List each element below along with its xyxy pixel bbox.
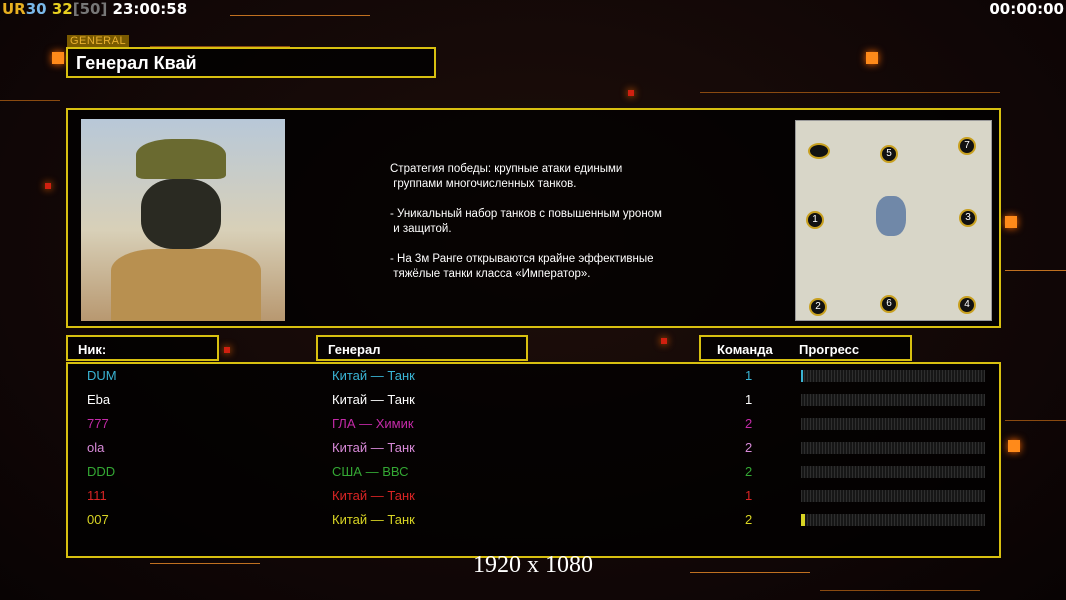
player-team: 2 bbox=[745, 464, 753, 479]
player-row[interactable]: 777 ГЛА — Химик 2 bbox=[68, 414, 999, 434]
player-general: Китай — Танк bbox=[332, 368, 415, 383]
player-list: DUM Китай — Танк 1 Eba Китай — Танк 1 77… bbox=[66, 362, 1001, 558]
game-timer: 00:00:00 bbox=[989, 0, 1064, 18]
general-info-panel: Стратегия победы: крупные атаки едиными … bbox=[66, 108, 1001, 328]
player-row[interactable]: 007 Китай — Танк 2 bbox=[68, 510, 999, 530]
player-team: 2 bbox=[745, 440, 753, 455]
player-row[interactable]: ola Китай — Танк 2 bbox=[68, 438, 999, 458]
player-team: 2 bbox=[745, 512, 753, 527]
player-progress-bar bbox=[801, 466, 985, 478]
player-team: 1 bbox=[745, 488, 753, 503]
player-progress-bar bbox=[801, 514, 985, 526]
player-row[interactable]: 111 Китай — Танк 1 bbox=[68, 486, 999, 506]
player-general: Китай — Танк bbox=[332, 512, 415, 527]
player-nick: 007 bbox=[87, 512, 109, 527]
player-general: Китай — Танк bbox=[332, 488, 415, 503]
header-general: Генерал bbox=[316, 335, 528, 361]
map-slot-4: 4 bbox=[958, 296, 976, 314]
header-progress: Прогресс bbox=[799, 342, 860, 357]
player-general: США — ВВС bbox=[332, 464, 409, 479]
map-preview[interactable]: 1 2 3 4 5 6 7 bbox=[795, 120, 992, 321]
player-nick: Eba bbox=[87, 392, 111, 407]
player-progress-bar bbox=[801, 418, 985, 430]
player-progress-bar bbox=[801, 442, 985, 454]
resource-readout: UR​ 30 32[50] 23:00:58 bbox=[2, 0, 188, 18]
player-progress-bar bbox=[801, 370, 985, 382]
general-tag: GENERAL bbox=[67, 35, 130, 47]
progress-fill bbox=[801, 370, 803, 382]
player-nick: DUM bbox=[87, 368, 117, 383]
player-nick: 777 bbox=[87, 416, 109, 431]
player-team: 1 bbox=[745, 392, 753, 407]
player-nick: ola bbox=[87, 440, 105, 455]
progress-fill bbox=[801, 514, 805, 526]
general-name: Генерал Квай bbox=[66, 47, 436, 78]
map-slot-3: 3 bbox=[959, 209, 977, 227]
header-team-progress: Команда Прогресс bbox=[699, 335, 912, 361]
resolution-label: 1920 x 1080 bbox=[473, 552, 593, 578]
general-portrait bbox=[81, 119, 285, 321]
player-row[interactable]: Eba Китай — Танк 1 bbox=[68, 390, 999, 410]
player-general: ГЛА — Химик bbox=[332, 416, 414, 431]
player-progress-bar bbox=[801, 490, 985, 502]
player-nick: DDD bbox=[87, 464, 116, 479]
player-team: 1 bbox=[745, 368, 753, 383]
header-team: Команда bbox=[717, 342, 773, 357]
map-slot-5: 5 bbox=[880, 145, 898, 163]
player-general: Китай — Танк bbox=[332, 440, 415, 455]
header-nick: Ник: bbox=[66, 335, 219, 361]
map-slot-2: 2 bbox=[809, 298, 827, 316]
player-row[interactable]: DUM Китай — Танк 1 bbox=[68, 366, 999, 386]
map-slot-1: 1 bbox=[806, 211, 824, 229]
map-slot-6: 6 bbox=[880, 295, 898, 313]
clock: 23:00:58 bbox=[112, 0, 188, 18]
player-nick: 111 bbox=[87, 488, 107, 503]
player-row[interactable]: DDD США — ВВС 2 bbox=[68, 462, 999, 482]
player-team: 2 bbox=[745, 416, 753, 431]
map-slot-7: 7 bbox=[958, 137, 976, 155]
player-progress-bar bbox=[801, 394, 985, 406]
player-general: Китай — Танк bbox=[332, 392, 415, 407]
general-description: Стратегия победы: крупные атаки едиными … bbox=[390, 163, 662, 280]
